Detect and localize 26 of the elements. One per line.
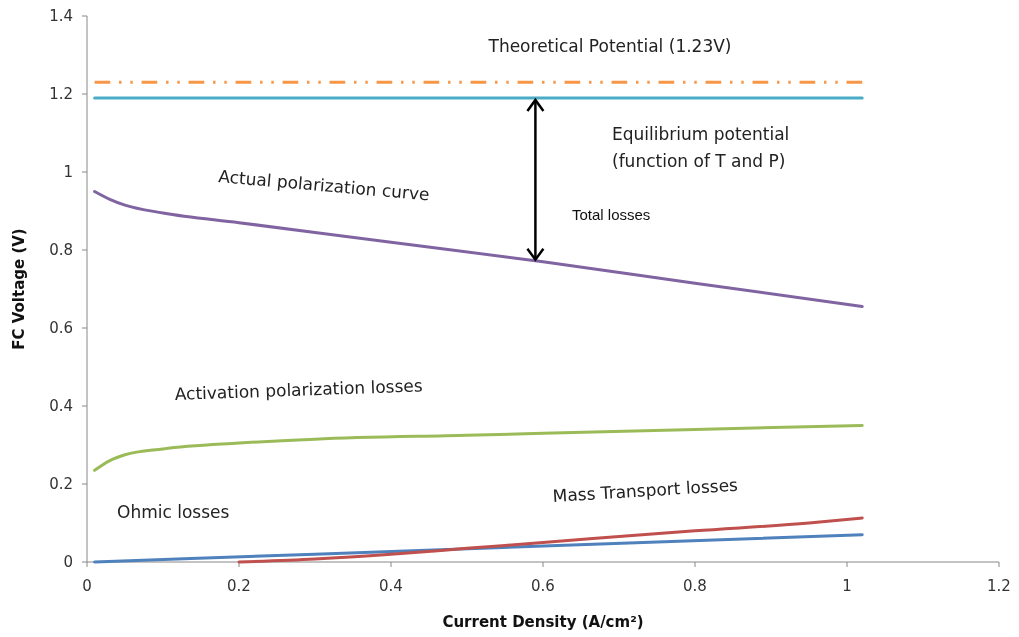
y-tick-label: 0.2 bbox=[49, 475, 73, 493]
line-series bbox=[237, 516, 864, 564]
series-label: Actual polarization curve bbox=[217, 166, 431, 205]
x-tick-label: 0.6 bbox=[531, 577, 555, 595]
annotation: Total losses bbox=[572, 206, 651, 223]
x-tick-label: 1 bbox=[842, 577, 852, 595]
x-tick-label: 0.4 bbox=[379, 577, 403, 595]
series-label: Theoretical Potential (1.23V) bbox=[487, 36, 732, 56]
x-tick-label: 1.2 bbox=[987, 577, 1011, 595]
x-axis-title: Current Density (A/cm²) bbox=[442, 613, 644, 631]
y-tick-label: 1.4 bbox=[49, 7, 73, 25]
y-tick-label: 0.8 bbox=[49, 241, 73, 259]
x-tick-label: 0.2 bbox=[227, 577, 251, 595]
text: Ohmic losses bbox=[117, 502, 230, 522]
y-tick-label: 0.4 bbox=[49, 397, 73, 415]
line-series bbox=[93, 424, 864, 472]
y-tick-label: 0.6 bbox=[49, 319, 73, 337]
x-tick-label: 0.8 bbox=[683, 577, 707, 595]
y-axis-title: FC Voltage (V) bbox=[10, 228, 28, 350]
series-label: Activation polarization losses bbox=[174, 375, 424, 404]
y-tick-label: 1 bbox=[63, 163, 73, 181]
series-label: Mass Transport losses bbox=[552, 474, 739, 506]
series-label: Equilibrium potential (function of T and P) bbox=[612, 124, 790, 171]
x-tick-label: 0 bbox=[82, 577, 92, 595]
y-tick-label: 1.2 bbox=[49, 85, 73, 103]
y-tick-label: 0 bbox=[63, 553, 73, 571]
